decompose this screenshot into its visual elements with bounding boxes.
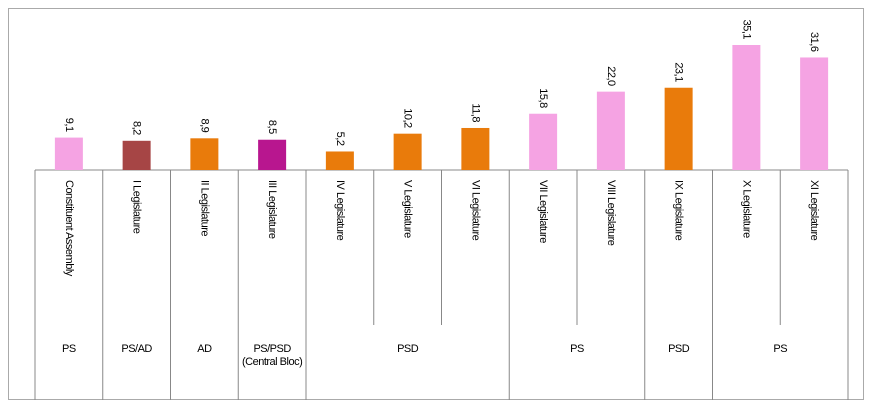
bar bbox=[122, 140, 151, 170]
party-label: PS/AD bbox=[121, 343, 152, 355]
value-label: 15,8 bbox=[537, 88, 549, 108]
frame bbox=[8, 8, 864, 400]
bar bbox=[325, 151, 354, 170]
party-label: AD bbox=[197, 343, 212, 355]
party-label: PS bbox=[62, 343, 76, 355]
bar bbox=[732, 45, 761, 170]
category-label: VII Legislature bbox=[537, 180, 549, 243]
category-label: VI Legislature bbox=[469, 180, 481, 241]
value-label: 22,0 bbox=[605, 66, 617, 86]
category-label: XI Legislature bbox=[808, 180, 820, 241]
value-label: 23,1 bbox=[673, 62, 685, 82]
bar bbox=[529, 113, 558, 170]
value-label: 11,8 bbox=[469, 103, 481, 122]
value-label: 31,6 bbox=[808, 32, 820, 52]
bar bbox=[54, 137, 83, 170]
bar bbox=[190, 138, 219, 170]
value-label: 10,2 bbox=[402, 108, 414, 128]
value-label: 35,1 bbox=[740, 20, 752, 40]
category-label: X Legislature bbox=[740, 180, 752, 238]
category-label: II Legislature bbox=[198, 180, 210, 236]
party-label: PS/PSD (Central Bloc) bbox=[242, 343, 303, 368]
category-label: Constituent Assembly bbox=[63, 180, 75, 277]
value-label: 9,1 bbox=[63, 118, 75, 132]
bar bbox=[258, 139, 287, 170]
party-label: PS bbox=[570, 343, 584, 355]
party-label: PSD bbox=[668, 343, 690, 355]
value-label: 5,2 bbox=[334, 132, 346, 146]
category-label: III Legislature bbox=[266, 180, 278, 239]
category-label: IV Legislature bbox=[334, 180, 346, 241]
bar bbox=[800, 57, 829, 170]
value-label: 8,5 bbox=[266, 120, 278, 134]
bar bbox=[393, 133, 422, 170]
category-label: V Legislature bbox=[402, 180, 414, 238]
bar bbox=[461, 127, 490, 170]
value-label: 8,9 bbox=[198, 119, 210, 133]
party-label: PSD bbox=[397, 343, 419, 355]
category-label: IX Legislature bbox=[673, 180, 685, 241]
bar bbox=[664, 87, 693, 170]
category-label: VIII Legislature bbox=[605, 180, 617, 246]
value-label: 8,2 bbox=[131, 121, 143, 135]
bar bbox=[596, 91, 625, 170]
party-label: PS bbox=[773, 343, 788, 355]
category-label: I Legislature bbox=[131, 180, 143, 234]
